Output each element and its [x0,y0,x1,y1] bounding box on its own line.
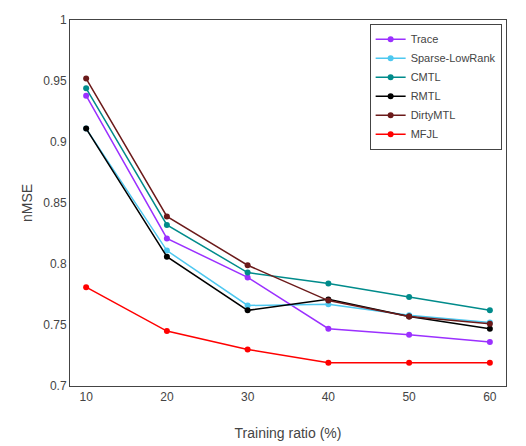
svg-text:0.7: 0.7 [50,379,67,393]
svg-text:Sparse-LowRank: Sparse-LowRank [411,52,496,64]
svg-text:nMSE: nMSE [19,184,35,222]
svg-text:Training ratio (%): Training ratio (%) [235,425,342,441]
svg-text:CMTL: CMTL [411,71,441,83]
svg-text:10: 10 [79,390,93,404]
svg-text:50: 50 [402,390,416,404]
svg-text:0.9: 0.9 [50,135,67,149]
svg-text:DirtyMTL: DirtyMTL [411,109,456,121]
svg-text:1: 1 [60,13,67,27]
svg-text:0.8: 0.8 [50,257,67,271]
svg-text:Trace: Trace [411,33,439,45]
svg-text:60: 60 [483,390,497,404]
svg-text:0.85: 0.85 [43,196,67,210]
svg-text:0.75: 0.75 [43,318,67,332]
svg-text:0.95: 0.95 [43,74,67,88]
svg-text:30: 30 [241,390,255,404]
svg-text:MFJL: MFJL [411,128,439,140]
svg-text:20: 20 [160,390,174,404]
svg-text:40: 40 [322,390,336,404]
svg-text:RMTL: RMTL [411,90,441,102]
